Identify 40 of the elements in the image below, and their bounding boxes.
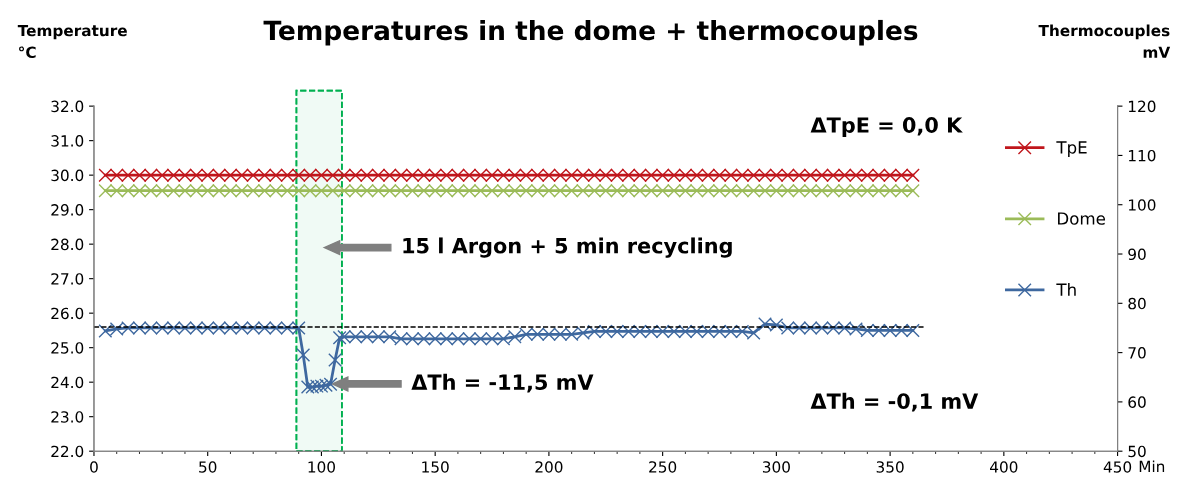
y-tick-label: 24.0 <box>51 376 84 389</box>
y2-tick-label: 80 <box>1128 297 1146 310</box>
x-tick-label: 400 <box>990 461 1018 473</box>
x-tick-label: 350 <box>876 461 904 473</box>
y2-tick-label: 120 <box>1128 100 1156 113</box>
x-tick-label: 50 <box>199 461 217 473</box>
x-tick-label: 300 <box>762 461 790 473</box>
y2-tick-label: 110 <box>1128 149 1156 162</box>
y-axis-title: Temperature °C <box>17 24 127 59</box>
y-tick-label: 26.0 <box>51 307 84 320</box>
legend-label: Dome <box>1058 212 1106 225</box>
x-tick-label: 200 <box>535 461 563 473</box>
x-tick-label: 100 <box>308 461 335 473</box>
y-tick-label: 29.0 <box>51 204 84 216</box>
y2-tick-label: 50 <box>1128 445 1146 458</box>
legend-label: TpE <box>1056 141 1087 157</box>
legend-label: Th <box>1056 283 1076 296</box>
y2-tick-label: 90 <box>1128 248 1146 261</box>
x-axis-title: Min <box>1139 460 1165 473</box>
x-tick-label: 450 <box>1103 461 1132 473</box>
x-tick-label: 250 <box>649 461 677 473</box>
annotation: ΔTpE = 0,0 K <box>810 117 963 137</box>
y-tick-label: 23.0 <box>51 411 84 423</box>
y-tick-label: 32.0 <box>51 100 84 113</box>
y2-axis-title: Thermocouples mV <box>1038 24 1171 58</box>
y2-tick-label: 60 <box>1128 396 1146 408</box>
y-tick-label: 28.0 <box>51 238 84 251</box>
y-tick-label: 27.0 <box>51 273 84 285</box>
x-tick-label: 150 <box>422 461 449 473</box>
annotation: ΔTh = -0,1 mV <box>810 392 979 412</box>
y-tick-label: 31.0 <box>51 135 84 147</box>
chart-title: Temperatures in the dome + thermocouples <box>263 19 918 46</box>
annotation: 15 l Argon + 5 min recycling <box>403 237 732 258</box>
annotation: ΔTh = -11,5 mV <box>411 373 594 393</box>
y2-tick-label: 100 <box>1128 199 1156 211</box>
y-tick-label: 25.0 <box>51 342 84 354</box>
y-tick-label: 22.0 <box>51 445 84 458</box>
x-tick-label: 0 <box>90 461 98 473</box>
y-tick-label: 30.0 <box>51 169 84 182</box>
y2-tick-label: 70 <box>1128 347 1146 359</box>
